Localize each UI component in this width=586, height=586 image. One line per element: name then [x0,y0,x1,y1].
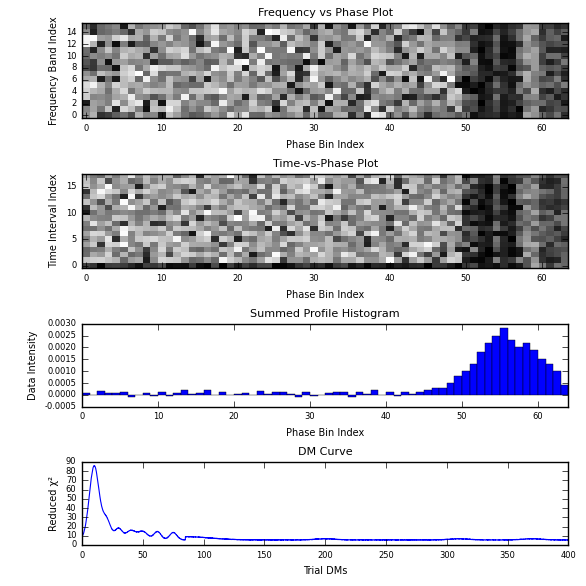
Bar [477,352,485,395]
X-axis label: Phase Bin Index: Phase Bin Index [286,290,364,300]
Title: Summed Profile Histogram: Summed Profile Histogram [250,309,400,319]
Title: Frequency vs Phase Plot: Frequency vs Phase Plot [258,8,393,19]
Bar [492,336,500,395]
Bar [447,383,454,395]
Bar [515,347,523,395]
Bar [394,395,401,396]
Bar [371,390,379,395]
Bar [166,395,173,396]
Bar [310,395,318,396]
Bar [440,388,447,395]
Bar [507,340,515,395]
Bar [553,371,561,395]
Bar [530,350,538,395]
Bar [348,395,356,397]
Bar [181,390,189,395]
Bar [219,393,226,395]
Title: DM Curve: DM Curve [298,447,353,457]
Bar [241,393,249,395]
Bar [340,392,348,395]
Bar [386,392,394,395]
Bar [196,393,203,395]
Title: Time-vs-Phase Plot: Time-vs-Phase Plot [272,159,378,169]
X-axis label: Phase Bin Index: Phase Bin Index [286,428,364,438]
Bar [424,390,432,395]
Bar [432,388,440,395]
Bar [538,359,546,395]
Bar [417,393,424,395]
Y-axis label: Frequency Band Index: Frequency Band Index [49,16,59,125]
Bar [158,393,166,395]
Bar [318,395,325,396]
Bar [280,391,287,395]
Bar [264,394,272,395]
Bar [120,392,128,395]
Bar [113,393,120,395]
Bar [462,371,469,395]
Bar [82,393,90,395]
Bar [485,343,492,395]
Bar [454,376,462,395]
Bar [151,395,158,396]
Bar [105,393,113,395]
X-axis label: Phase Bin Index: Phase Bin Index [286,140,364,150]
Bar [546,364,553,395]
Bar [401,393,409,395]
Bar [204,390,211,395]
Bar [234,394,241,395]
Bar [143,393,151,395]
Y-axis label: Time Interval Index: Time Interval Index [49,174,59,268]
Bar [302,392,310,395]
Y-axis label: Reduced χ²: Reduced χ² [49,476,59,531]
Bar [356,392,363,395]
X-axis label: Trial DMs: Trial DMs [303,567,347,577]
Bar [561,386,568,395]
Bar [272,392,280,395]
Bar [469,364,477,395]
Bar [97,391,105,395]
Bar [90,395,97,396]
Bar [257,391,264,395]
Y-axis label: Data Intensity: Data Intensity [28,331,38,400]
Bar [173,393,181,395]
Bar [189,394,196,395]
Bar [128,395,135,397]
Bar [333,392,340,395]
Bar [295,395,302,397]
Bar [500,328,507,395]
Bar [287,394,295,395]
Bar [523,343,530,395]
Bar [325,393,333,395]
